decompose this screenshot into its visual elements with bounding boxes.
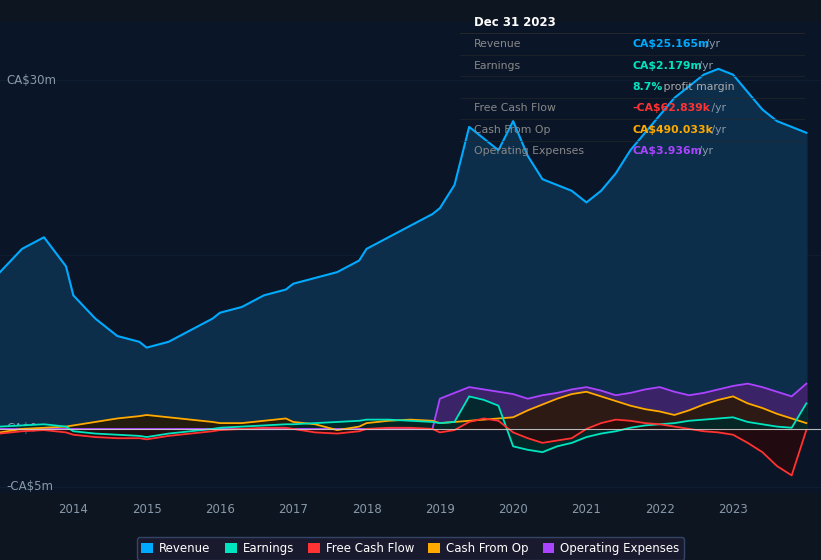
Text: -CA$5m: -CA$5m bbox=[7, 480, 53, 493]
Text: Operating Expenses: Operating Expenses bbox=[474, 146, 584, 156]
Text: CA$25.165m: CA$25.165m bbox=[632, 39, 709, 49]
Text: profit margin: profit margin bbox=[660, 82, 735, 92]
Text: /yr: /yr bbox=[701, 39, 719, 49]
Text: CA$30m: CA$30m bbox=[7, 74, 57, 87]
Text: /yr: /yr bbox=[709, 104, 727, 114]
Text: /yr: /yr bbox=[695, 60, 713, 71]
Text: /yr: /yr bbox=[695, 146, 713, 156]
Text: Cash From Op: Cash From Op bbox=[474, 125, 550, 135]
Text: CA$0: CA$0 bbox=[7, 422, 38, 436]
Text: Revenue: Revenue bbox=[474, 39, 521, 49]
Text: -CA$62.839k: -CA$62.839k bbox=[632, 104, 710, 114]
Text: CA$2.179m: CA$2.179m bbox=[632, 60, 702, 71]
Text: CA$490.033k: CA$490.033k bbox=[632, 125, 713, 135]
Text: /yr: /yr bbox=[709, 125, 727, 135]
Text: CA$3.936m: CA$3.936m bbox=[632, 146, 703, 156]
Text: Earnings: Earnings bbox=[474, 60, 521, 71]
Text: Free Cash Flow: Free Cash Flow bbox=[474, 104, 556, 114]
Text: Dec 31 2023: Dec 31 2023 bbox=[474, 16, 556, 29]
Legend: Revenue, Earnings, Free Cash Flow, Cash From Op, Operating Expenses: Revenue, Earnings, Free Cash Flow, Cash … bbox=[137, 538, 684, 560]
Text: 8.7%: 8.7% bbox=[632, 82, 663, 92]
